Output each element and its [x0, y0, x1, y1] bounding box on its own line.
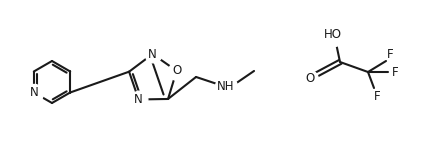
Text: O: O	[306, 72, 315, 85]
Text: O: O	[172, 64, 181, 77]
Text: N: N	[30, 86, 38, 99]
Text: HO: HO	[324, 28, 342, 41]
Text: F: F	[387, 48, 393, 61]
Text: NH: NH	[217, 80, 235, 93]
Text: F: F	[374, 89, 380, 102]
Text: N: N	[134, 93, 143, 106]
Text: N: N	[148, 47, 157, 60]
Text: F: F	[392, 66, 398, 79]
